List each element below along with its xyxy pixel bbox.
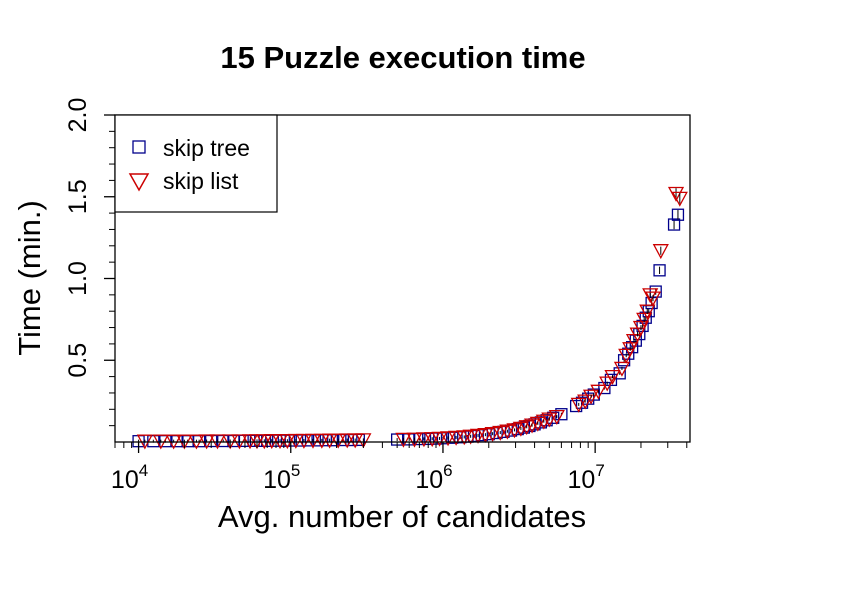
skip-list-point xyxy=(570,397,587,413)
skip-tree-point xyxy=(667,218,681,231)
y-tick-label: 1.5 xyxy=(64,179,92,214)
skip-list-point xyxy=(577,394,594,410)
skip-tree-point xyxy=(613,367,626,380)
skip-list-point xyxy=(622,342,639,358)
skip-list-point xyxy=(541,412,558,428)
skip-list-point xyxy=(313,433,330,449)
skip-tree-point xyxy=(147,435,160,448)
skip-list-point xyxy=(355,433,372,449)
skip-list-point xyxy=(518,420,535,436)
skip-list-point xyxy=(484,427,501,443)
skip-list-point xyxy=(330,433,347,449)
data-points xyxy=(132,186,688,450)
skip-list-point xyxy=(642,288,659,304)
chart-title: 15 Puzzle execution time xyxy=(220,40,585,75)
skip-list-point xyxy=(287,433,304,449)
skip-list-point xyxy=(448,430,465,446)
legend: skip tree skip list xyxy=(114,114,278,213)
skip-tree-point xyxy=(671,208,685,221)
skip-list-point xyxy=(671,191,688,207)
x-tick-label: 107 xyxy=(568,461,605,494)
skip-list-point xyxy=(582,389,600,405)
skip-tree-point xyxy=(653,264,666,277)
skip-list-point xyxy=(477,427,494,444)
x-axis: 104 105 106 107 xyxy=(111,442,688,494)
skip-list-point xyxy=(652,244,669,260)
skip-list-point xyxy=(439,431,457,447)
x-tick-label: 106 xyxy=(415,461,452,494)
y-tick-label: 2.0 xyxy=(64,98,92,133)
skip-list-point xyxy=(590,384,607,400)
legend-label-skip-tree: skip tree xyxy=(163,135,250,161)
skip-list-point xyxy=(321,433,338,449)
legend-triangle-marker xyxy=(128,173,150,192)
skip-list-point xyxy=(604,369,621,385)
legend-square-marker xyxy=(132,140,146,154)
skip-list-point xyxy=(469,428,487,444)
y-tick-label: 1.0 xyxy=(64,261,92,296)
skip-list-point xyxy=(263,434,280,450)
x-axis-label: Avg. number of candidates xyxy=(218,499,586,534)
skip-list-point xyxy=(295,433,312,449)
y-tick-label: 0.5 xyxy=(64,343,92,378)
skip-list-point xyxy=(339,433,356,449)
x-tick-label: 104 xyxy=(111,461,148,494)
skip-list-point xyxy=(499,424,516,440)
skip-tree-point xyxy=(617,354,631,367)
y-axis: 0.5 1.0 1.5 2.0 xyxy=(64,98,115,427)
skip-list-point xyxy=(548,410,565,426)
skip-list-point xyxy=(347,433,364,449)
skip-list-point xyxy=(644,291,662,307)
skip-list-point xyxy=(395,432,412,448)
skip-list-point xyxy=(279,434,296,450)
skip-list-point xyxy=(599,376,616,392)
skip-tree-point xyxy=(604,373,618,387)
legend-label-skip-list: skip list xyxy=(163,168,239,194)
skip-list-point xyxy=(462,429,479,445)
skip-list-point xyxy=(415,432,433,448)
skip-tree-point xyxy=(598,381,611,395)
skip-list-point xyxy=(492,425,509,441)
x-tick-label: 105 xyxy=(263,461,300,494)
y-axis-label: Time (min.) xyxy=(12,200,47,356)
legend-frame xyxy=(114,114,278,213)
skip-list-point xyxy=(406,432,423,448)
skip-list-point xyxy=(613,361,631,377)
skip-list-point xyxy=(639,304,656,320)
skip-list-point xyxy=(304,433,322,449)
skip-tree-point xyxy=(547,411,560,424)
skip-list-point xyxy=(431,431,448,447)
